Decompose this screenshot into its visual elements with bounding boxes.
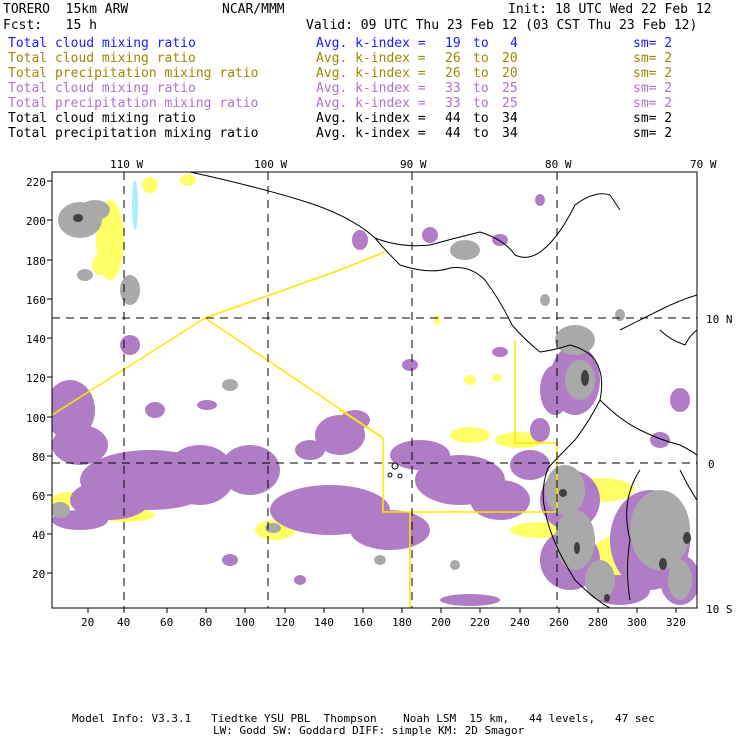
y-tick-label: 140 [26, 333, 46, 346]
lon-label: 90 W [400, 158, 427, 171]
lon-label: 100 W [254, 158, 288, 171]
y-tick-label: 120 [26, 372, 46, 385]
x-tick-label: 200 [431, 616, 451, 629]
x-tick-label: 300 [627, 616, 647, 629]
plot-frame [51, 171, 698, 609]
y-tick-label: 60 [32, 490, 46, 503]
y-tick-label: 40 [32, 529, 46, 542]
cyan-cloud-area [132, 180, 138, 230]
x-tick-label: 120 [275, 616, 295, 629]
y-tick-label: 180 [26, 255, 46, 268]
x-tick-label: 180 [392, 616, 412, 629]
center-label: NCAR/MMM [222, 2, 285, 17]
lon-label: 70 W [690, 158, 717, 171]
y-tick-label: 200 [26, 215, 46, 228]
x-tick-label: 320 [666, 616, 686, 629]
lat-label: 10 N [706, 313, 733, 326]
lon-label: 110 W [110, 158, 144, 171]
lon-label: 80 W [545, 158, 572, 171]
domain-outlines [52, 251, 558, 608]
cloud-fields [52, 172, 697, 608]
x-tick-label: 20 [81, 616, 95, 629]
dark-cloud-cores [73, 214, 691, 602]
lat-label: 0 [708, 458, 715, 471]
x-tick-label: 260 [549, 616, 569, 629]
init-time: Init: 18 UTC Wed 22 Feb 12 [508, 2, 712, 17]
valid-time: Valid: 09 UTC Thu 23 Feb 12 (03 CST Thu … [306, 18, 698, 33]
x-tick-label: 40 [117, 616, 131, 629]
y-tick-label: 100 [26, 412, 46, 425]
y-tick-label: 80 [32, 451, 46, 464]
x-tick-label: 160 [353, 616, 373, 629]
forecast-hour: Fcst: 15 h [3, 18, 97, 33]
lat-label: 10 S [706, 603, 733, 616]
x-tick-label: 80 [199, 616, 213, 629]
x-tick-label: 280 [588, 616, 608, 629]
physics-info: LW: Godd SW: Goddard DIFF: simple KM: 2D… [213, 724, 525, 737]
model-title: TORERO 15km ARW [3, 2, 129, 17]
y-tick-label: 160 [26, 294, 46, 307]
model-info: Model Info: V3.3.1 Tiedtke YSU PBL Thomp… [72, 712, 655, 725]
y-tick-label: 220 [26, 176, 46, 189]
lat-lon-grid [52, 172, 697, 608]
x-tick-label: 100 [235, 616, 255, 629]
x-tick-label: 220 [470, 616, 490, 629]
x-tick-label: 140 [314, 616, 334, 629]
x-tick-label: 60 [160, 616, 174, 629]
y-tick-label: 20 [32, 568, 46, 581]
gray-cloud-areas [52, 200, 692, 600]
axis-ticks [47, 180, 677, 613]
coastlines [189, 172, 697, 608]
x-tick-label: 240 [510, 616, 530, 629]
